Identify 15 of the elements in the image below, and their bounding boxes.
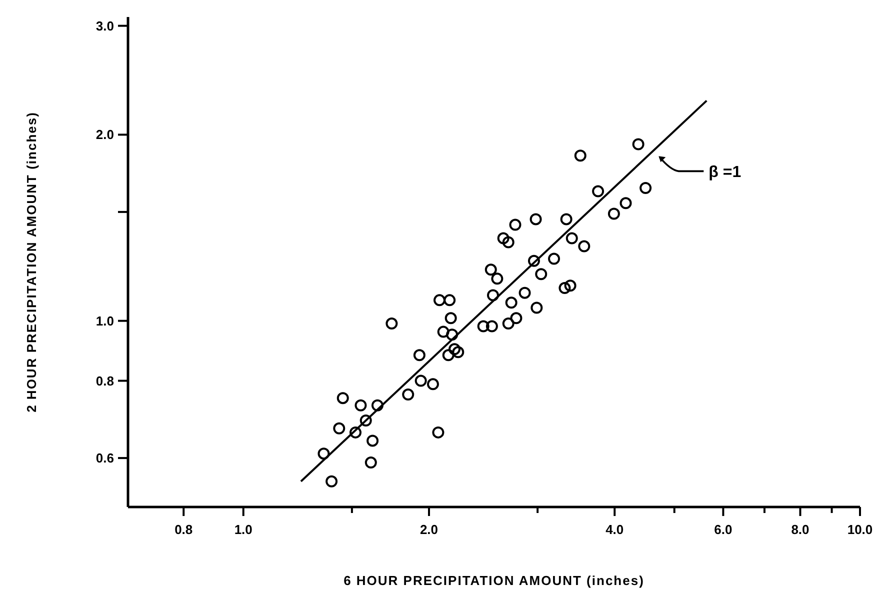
- y-axis-title: 2 HOUR PRECIPITATION AMOUNT (inches): [24, 112, 39, 412]
- y-tick-label: 3.0: [96, 18, 114, 34]
- annotation: β =1: [708, 164, 742, 181]
- x-tick-label: 0.8: [174, 522, 193, 537]
- x-tick-label: 4.0: [606, 522, 624, 537]
- x-tick-label: 1.0: [234, 522, 252, 537]
- x-axis-title: 6 HOUR PRECIPITATION AMOUNT (inches): [344, 573, 644, 588]
- x-tick-label: 10.0: [847, 522, 873, 537]
- y-tick-label: 0.6: [96, 450, 114, 466]
- y-tick-label: 1.0: [96, 313, 114, 328]
- y-tick-label: 2.0: [96, 127, 114, 142]
- x-tick-label: 2.0: [420, 522, 438, 537]
- y-tick-label: 0.8: [96, 373, 114, 388]
- x-tick-label: 6.0: [714, 522, 732, 537]
- x-tick-label: 8.0: [791, 522, 810, 537]
